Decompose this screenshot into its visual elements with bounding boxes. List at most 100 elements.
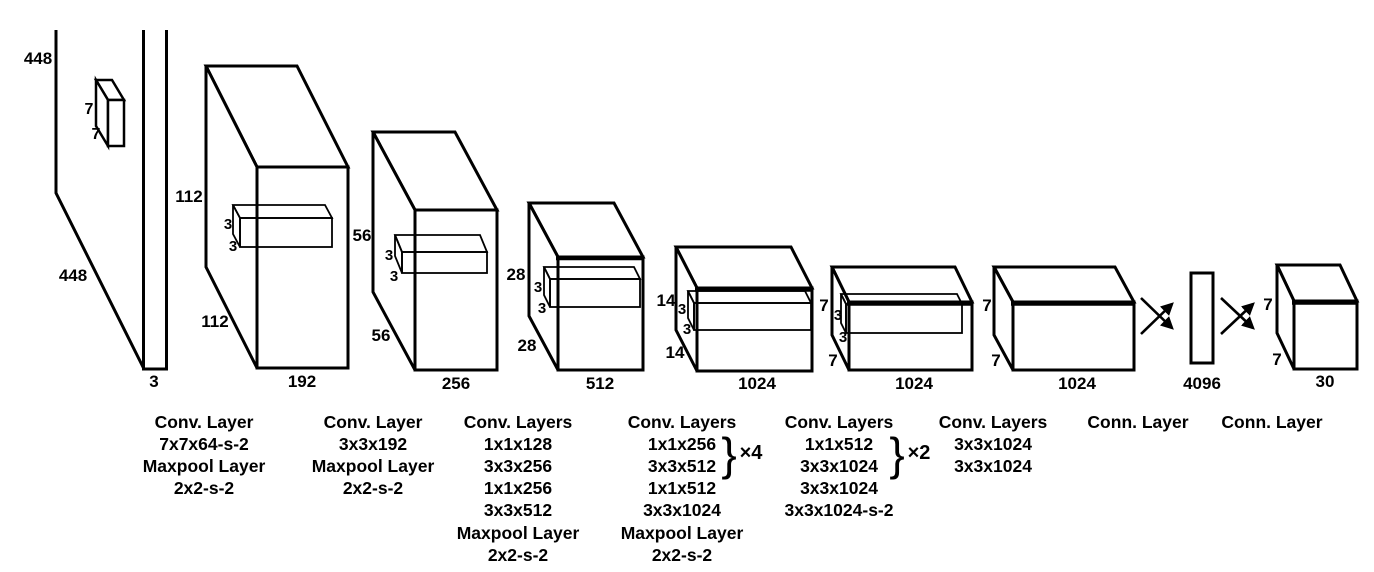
- repeat-multiplier-x2: ×2: [908, 442, 931, 464]
- fm3-kernel-box: [542, 266, 642, 308]
- fm4-kernel-front: [693, 302, 812, 331]
- layer-label-column-7: Conn. Layer: [1087, 412, 1188, 432]
- fm2-kernel-box: [393, 234, 489, 274]
- fm2-width-label: 56: [372, 326, 391, 345]
- output-front-face: [1292, 299, 1359, 371]
- input-image: 448 448 3 7 7: [24, 30, 168, 391]
- fc-units-label: 4096: [1183, 374, 1221, 393]
- fm5-kernel-front: [845, 303, 963, 334]
- feature-map-5: 7 7 1024 3 3: [819, 265, 975, 393]
- layer-label-column-5: Conv. Layers 1x1x512 3x3x1024 } ×2 3x3x1…: [785, 412, 931, 520]
- layer-label-line: Conv. Layers: [939, 412, 1048, 432]
- fm3-kernel-w-label: 3: [538, 300, 546, 317]
- layer-label-line: 3x3x1024: [643, 500, 721, 520]
- fm2-kernel-w-label: 3: [390, 268, 398, 285]
- repeat-multiplier-x4: ×4: [740, 442, 764, 464]
- patch-front-face: [106, 98, 126, 148]
- input-height-label: 448: [24, 49, 52, 68]
- fm3-width-label: 28: [518, 336, 537, 355]
- fm5-width-label: 7: [828, 351, 837, 370]
- layer-label-line: Conv. Layer: [324, 412, 423, 432]
- layer-label-column-3: Conv. Layers 1x1x128 3x3x256 1x1x256 3x3…: [457, 412, 580, 565]
- repeat-brace-x2: }: [889, 428, 904, 480]
- feature-map-6: 7 7 1024: [982, 265, 1137, 393]
- output-depth-label: 30: [1316, 372, 1335, 391]
- fc-rect: [1189, 271, 1215, 365]
- fm3-front-face: [556, 255, 645, 372]
- layer-label-line: 2x2-s-2: [343, 478, 404, 498]
- input-depth-sliver: [142, 30, 168, 371]
- output-width-label: 7: [1272, 350, 1281, 369]
- output-height-label: 7: [1263, 295, 1272, 314]
- fm2-kernel-h-label: 3: [385, 247, 393, 264]
- fm4-top-face: [673, 245, 815, 290]
- feature-map-2: 56 56 256 3 3: [353, 130, 500, 393]
- fm1-width-label: 112: [201, 312, 228, 331]
- layer-label-line: 3x3x1024: [800, 456, 878, 476]
- arrow-line: [1220, 297, 1255, 330]
- fm1-kernel-front: [239, 217, 333, 248]
- arrow-line: [1140, 302, 1174, 335]
- arrow-line: [1140, 297, 1174, 330]
- layer-label-column-6: Conv. Layers 3x3x1024 3x3x1024: [939, 412, 1048, 476]
- fm3-channels-label: 512: [586, 374, 614, 393]
- fm5-kernel-w-label: 3: [839, 329, 847, 346]
- layer-label-line: 3x3x512: [648, 456, 716, 476]
- layer-label-line: 1x1x128: [484, 434, 552, 454]
- fm1-kernel-w-label: 3: [229, 238, 237, 255]
- fm4-kernel-h-label: 3: [678, 301, 686, 318]
- input-patch-cube: [93, 75, 127, 151]
- layer-label-line: Maxpool Layer: [312, 456, 435, 476]
- fm4-height-label: 14: [657, 291, 676, 310]
- output-tensor: 7 7 30: [1263, 263, 1360, 391]
- layer-label-line: 2x2-s-2: [488, 545, 549, 565]
- layer-label-column-4: Conv. Layers 1x1x256 3x3x512 } ×4 1x1x51…: [621, 412, 764, 565]
- arrow-line: [1220, 302, 1255, 335]
- layer-label-line: Conv. Layers: [628, 412, 737, 432]
- fc-connection-arrows-1: [1140, 297, 1174, 335]
- fm4-channels-label: 1024: [738, 374, 776, 393]
- fm4-kernel-w-label: 3: [683, 321, 691, 338]
- layer-label-line: 3x3x192: [339, 434, 407, 454]
- feature-map-3: 28 28 512 3 3: [507, 201, 646, 393]
- fm1-height-label: 112: [175, 187, 202, 206]
- input-plane-outline: [54, 30, 145, 369]
- fm2-channels-label: 256: [442, 374, 470, 393]
- layer-label-line: 2x2-s-2: [652, 545, 713, 565]
- fm1-channels-label: 192: [288, 372, 316, 391]
- feature-map-1: 112 112 192 3 3: [175, 64, 351, 391]
- layer-label-line: Conn. Layer: [1087, 412, 1188, 432]
- fm3-kernel-h-label: 3: [534, 279, 542, 296]
- fm5-front-face: [847, 300, 974, 372]
- fc-connection-arrows-2: [1220, 297, 1255, 335]
- layer-label-column-1: Conv. Layer 7x7x64-s-2 Maxpool Layer 2x2…: [143, 412, 266, 498]
- layer-label-line: Conv. Layer: [155, 412, 254, 432]
- fm3-height-label: 28: [507, 265, 526, 284]
- layer-label-column-2: Conv. Layer 3x3x192 Maxpool Layer 2x2-s-…: [312, 412, 435, 498]
- input-width-label: 448: [59, 266, 87, 285]
- layer-label-line: 1x1x512: [648, 478, 716, 498]
- fm2-front-face: [413, 208, 499, 372]
- layer-label-line: 1x1x256: [648, 434, 716, 454]
- fm6-channels-label: 1024: [1058, 374, 1096, 393]
- patch-height-label: 7: [85, 101, 94, 118]
- fm6-height-label: 7: [982, 296, 991, 315]
- layer-label-line: 3x3x512: [484, 500, 552, 520]
- input-depth-label: 3: [149, 372, 158, 391]
- fm2-height-label: 56: [353, 226, 372, 245]
- fm6-front-face: [1011, 300, 1136, 372]
- fm5-top-face: [829, 265, 975, 304]
- fm5-kernel-h-label: 3: [834, 307, 842, 324]
- layer-label-line: 3x3x1024: [954, 456, 1032, 476]
- layer-label-line: 3x3x1024-s-2: [785, 500, 894, 520]
- fm5-height-label: 7: [819, 296, 828, 315]
- layer-label-line: 3x3x1024: [954, 434, 1032, 454]
- layer-label-line: Conv. Layers: [464, 412, 573, 432]
- layer-label-line: 7x7x64-s-2: [159, 434, 249, 454]
- fm1-front-face: [255, 165, 350, 370]
- fm4-kernel-box: [686, 290, 813, 331]
- layer-label-line: 3x3x1024: [800, 478, 878, 498]
- layer-label-line: 2x2-s-2: [174, 478, 235, 498]
